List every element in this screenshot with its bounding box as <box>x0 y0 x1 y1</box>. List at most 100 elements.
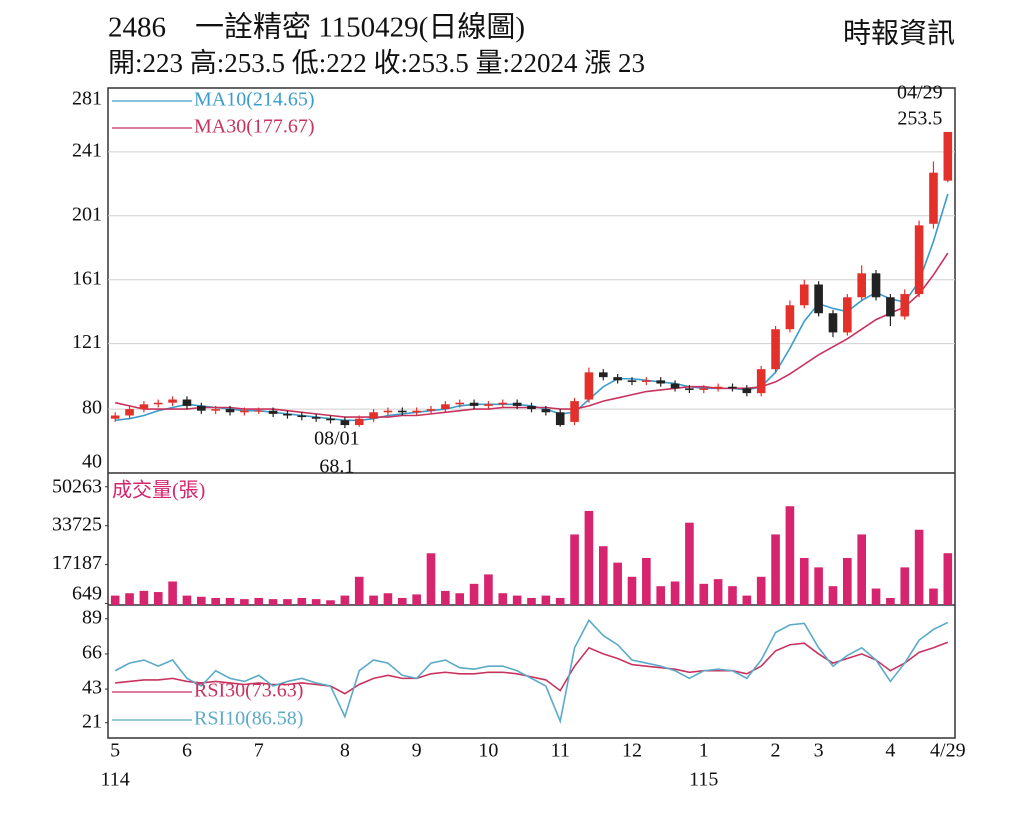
chart-title: 2486 一詮精密 1150429(日線圖) <box>108 11 525 44</box>
volume-bar <box>441 590 450 605</box>
candle-body <box>570 401 579 422</box>
candle-body <box>656 380 666 384</box>
x-tick-label: 5 <box>110 740 120 762</box>
volume-bar <box>498 593 508 605</box>
candle-body <box>756 369 766 394</box>
candle-body <box>685 388 694 390</box>
candle-body <box>584 372 594 400</box>
candle-body <box>642 380 651 382</box>
frame <box>107 87 956 739</box>
volume-bar <box>110 595 120 605</box>
x-tick-label: 10 <box>478 740 498 762</box>
volume-bar <box>211 597 220 605</box>
candle-body <box>799 284 809 306</box>
candle-body <box>541 409 551 413</box>
candle-body <box>153 402 163 405</box>
candle-body <box>297 415 307 418</box>
candle-body <box>168 399 177 403</box>
y-tick-label: 17187 <box>52 552 102 574</box>
volume-bar <box>383 593 393 605</box>
candle-body <box>900 294 910 317</box>
annotation-date: 04/29 <box>897 82 943 104</box>
candle-body <box>369 412 378 419</box>
volume-bar <box>656 586 666 605</box>
annotation-value: 68.1 <box>319 456 354 478</box>
volume-bar <box>886 597 895 605</box>
volume-bar <box>914 529 924 605</box>
legend-label: MA10(214.65) <box>194 89 315 111</box>
volume-bar <box>685 522 694 605</box>
chart-subtitle: 開:223 高:253.5 低:222 收:253.5 量:22024 漲 23 <box>108 48 645 78</box>
volume-bar <box>197 596 206 605</box>
candle-body <box>110 415 120 419</box>
candle-body <box>785 305 795 330</box>
volume-bar <box>182 595 192 605</box>
volume-bar <box>268 599 278 605</box>
volume-bar <box>139 590 149 605</box>
x-tick-label: 4 <box>885 740 895 762</box>
candle-body <box>742 388 752 394</box>
candle-body <box>886 297 895 317</box>
candle-body <box>527 405 536 410</box>
annotation-date: 08/01 <box>314 428 360 450</box>
candle-body <box>871 273 881 298</box>
y-tick-label: 50263 <box>52 476 102 498</box>
source: 時報資訊 <box>843 17 955 49</box>
candle-body <box>469 402 479 406</box>
candle-body <box>512 402 522 406</box>
candle-body <box>828 313 838 333</box>
year-label: 115 <box>689 769 718 791</box>
volume-bar <box>570 534 579 605</box>
y-tick-label: 43 <box>82 677 102 699</box>
y-tick-label: 89 <box>82 606 102 628</box>
y-tick-label: 21 <box>82 710 102 732</box>
volume-bar <box>153 592 163 605</box>
volume-bar <box>857 534 866 605</box>
volume-bar <box>340 595 350 605</box>
candle-body <box>555 412 565 426</box>
x-tick-label: 12 <box>622 740 642 762</box>
candle-body <box>197 405 206 411</box>
volume-bar <box>426 553 436 605</box>
volume-bar <box>642 557 651 605</box>
y-tick-label: 40 <box>82 451 102 473</box>
x-tick-label: 2 <box>771 740 781 762</box>
volume-bar <box>512 595 522 605</box>
volume-bar <box>756 576 766 605</box>
candle-body <box>441 404 450 410</box>
volume-bar <box>814 567 823 605</box>
candle-body <box>929 172 938 224</box>
candle-body <box>728 386 737 389</box>
candle-body <box>498 402 508 405</box>
volume-bar <box>613 562 622 605</box>
y-tick-label: 66 <box>82 642 102 664</box>
x-tick-label: 11 <box>551 740 570 762</box>
candle-body <box>713 386 723 389</box>
volume-bar <box>484 574 493 605</box>
line-series <box>114 618 949 724</box>
volume-bar <box>469 583 479 605</box>
volume-bar <box>627 576 637 605</box>
candle-body <box>268 410 278 414</box>
candle-body <box>139 404 149 410</box>
volume-bar <box>900 567 910 605</box>
volume-bar <box>354 576 364 605</box>
candle-body <box>857 273 866 298</box>
y-tick-label: 201 <box>72 203 102 225</box>
volume-bar <box>555 597 565 605</box>
annotation-value: 253.5 <box>897 108 942 130</box>
volume-bar <box>311 599 321 605</box>
candle-body <box>383 410 393 413</box>
candle-body <box>340 420 350 426</box>
candle-body <box>225 409 235 413</box>
volume-bar <box>240 599 249 605</box>
panel-title: 成交量(張) <box>112 479 205 502</box>
x-tick-label: 6 <box>182 740 192 762</box>
x-tick-label: 1 <box>699 740 709 762</box>
x-tick-label: 4/29 <box>930 740 966 762</box>
volume-bar <box>670 581 680 605</box>
candle-body <box>125 409 134 416</box>
line-series <box>115 252 949 418</box>
y-tick-label: 80 <box>82 397 102 419</box>
